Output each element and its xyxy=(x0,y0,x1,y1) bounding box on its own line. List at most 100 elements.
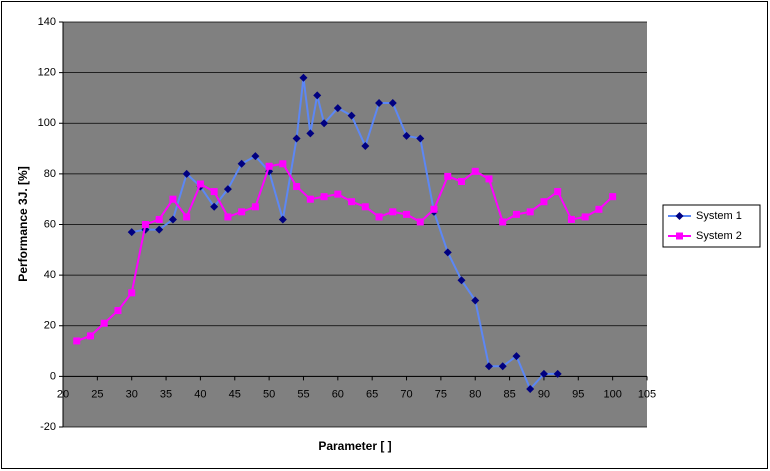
marker xyxy=(553,369,562,378)
marker xyxy=(402,131,411,140)
marker xyxy=(609,193,617,201)
marker xyxy=(389,208,397,216)
marker xyxy=(348,198,356,206)
marker xyxy=(554,188,562,196)
marker xyxy=(484,362,493,371)
marker xyxy=(443,248,452,257)
y-axis-label: Performance 3J. [%] xyxy=(16,166,30,281)
x-tick-label: 90 xyxy=(538,388,550,400)
marker xyxy=(416,218,424,226)
y-tick-label: 140 xyxy=(38,16,56,28)
x-tick-label: 35 xyxy=(160,388,172,400)
marker xyxy=(251,203,259,211)
x-tick-label: 65 xyxy=(366,388,378,400)
legend-box xyxy=(662,204,761,248)
x-tick-label: 55 xyxy=(297,388,309,400)
x-axis-label: Parameter [ ] xyxy=(318,439,391,453)
marker xyxy=(457,276,466,285)
marker xyxy=(320,119,329,128)
x-tick-label: 70 xyxy=(400,388,412,400)
marker xyxy=(333,104,342,113)
marker xyxy=(499,218,507,226)
marker xyxy=(86,332,94,340)
marker xyxy=(540,198,548,206)
marker xyxy=(567,215,575,223)
x-tick-label: 50 xyxy=(263,388,275,400)
marker xyxy=(498,362,507,371)
marker xyxy=(512,210,520,218)
marker xyxy=(155,225,164,234)
marker xyxy=(320,193,328,201)
marker xyxy=(403,210,411,218)
marker xyxy=(375,99,384,107)
x-tick-label: 85 xyxy=(503,388,515,400)
series-line xyxy=(131,77,558,391)
marker xyxy=(347,111,356,120)
marker xyxy=(361,142,370,151)
marker xyxy=(251,152,260,161)
legend-label: System 2 xyxy=(696,230,742,242)
marker xyxy=(155,215,163,223)
marker xyxy=(581,213,589,221)
marker xyxy=(388,99,397,107)
marker xyxy=(375,213,383,221)
marker xyxy=(457,177,465,185)
x-tick-label: 60 xyxy=(332,388,344,400)
marker xyxy=(539,369,548,378)
marker xyxy=(168,215,177,224)
y-tick-label: 80 xyxy=(44,168,56,180)
marker xyxy=(182,169,191,178)
marker xyxy=(416,134,425,143)
y-tick-label: 40 xyxy=(44,269,56,281)
x-tick-label: 30 xyxy=(126,388,138,400)
marker xyxy=(313,91,322,100)
marker xyxy=(141,221,149,228)
marker xyxy=(183,213,191,221)
marker xyxy=(224,213,232,221)
legend-label: System 1 xyxy=(696,210,742,222)
marker xyxy=(127,228,136,237)
marker xyxy=(196,180,204,188)
marker xyxy=(73,337,81,345)
marker xyxy=(223,185,232,194)
legend-marker xyxy=(675,212,684,220)
y-tick-label: 20 xyxy=(44,320,56,332)
y-tick-label: 100 xyxy=(38,117,56,129)
marker xyxy=(100,319,108,327)
marker xyxy=(279,160,287,168)
marker xyxy=(299,73,308,82)
x-tick-label: 25 xyxy=(91,388,103,400)
legend-marker xyxy=(676,232,683,240)
y-tick-label: 0 xyxy=(50,370,56,382)
marker xyxy=(237,159,246,168)
marker xyxy=(430,205,438,213)
marker xyxy=(265,162,273,170)
marker xyxy=(128,289,136,297)
x-tick-label: 40 xyxy=(194,388,206,400)
x-tick-label: 105 xyxy=(638,388,656,400)
marker xyxy=(471,167,479,175)
marker xyxy=(526,208,534,216)
x-tick-label: 95 xyxy=(572,388,584,400)
marker xyxy=(169,195,177,203)
marker xyxy=(306,129,315,138)
marker xyxy=(238,208,246,216)
marker xyxy=(512,352,521,361)
marker xyxy=(361,203,369,211)
y-tick-label: -20 xyxy=(40,421,56,433)
x-tick-label: 75 xyxy=(435,388,447,400)
marker xyxy=(471,296,480,305)
y-tick-label: 60 xyxy=(44,218,56,230)
x-tick-label: 80 xyxy=(469,388,481,400)
series-line xyxy=(76,162,614,342)
y-tick-label: 120 xyxy=(38,67,56,79)
marker xyxy=(334,190,342,198)
marker xyxy=(293,183,301,191)
marker xyxy=(595,205,603,213)
marker xyxy=(306,195,314,203)
marker xyxy=(526,385,535,394)
marker xyxy=(210,188,218,196)
marker xyxy=(444,172,452,180)
